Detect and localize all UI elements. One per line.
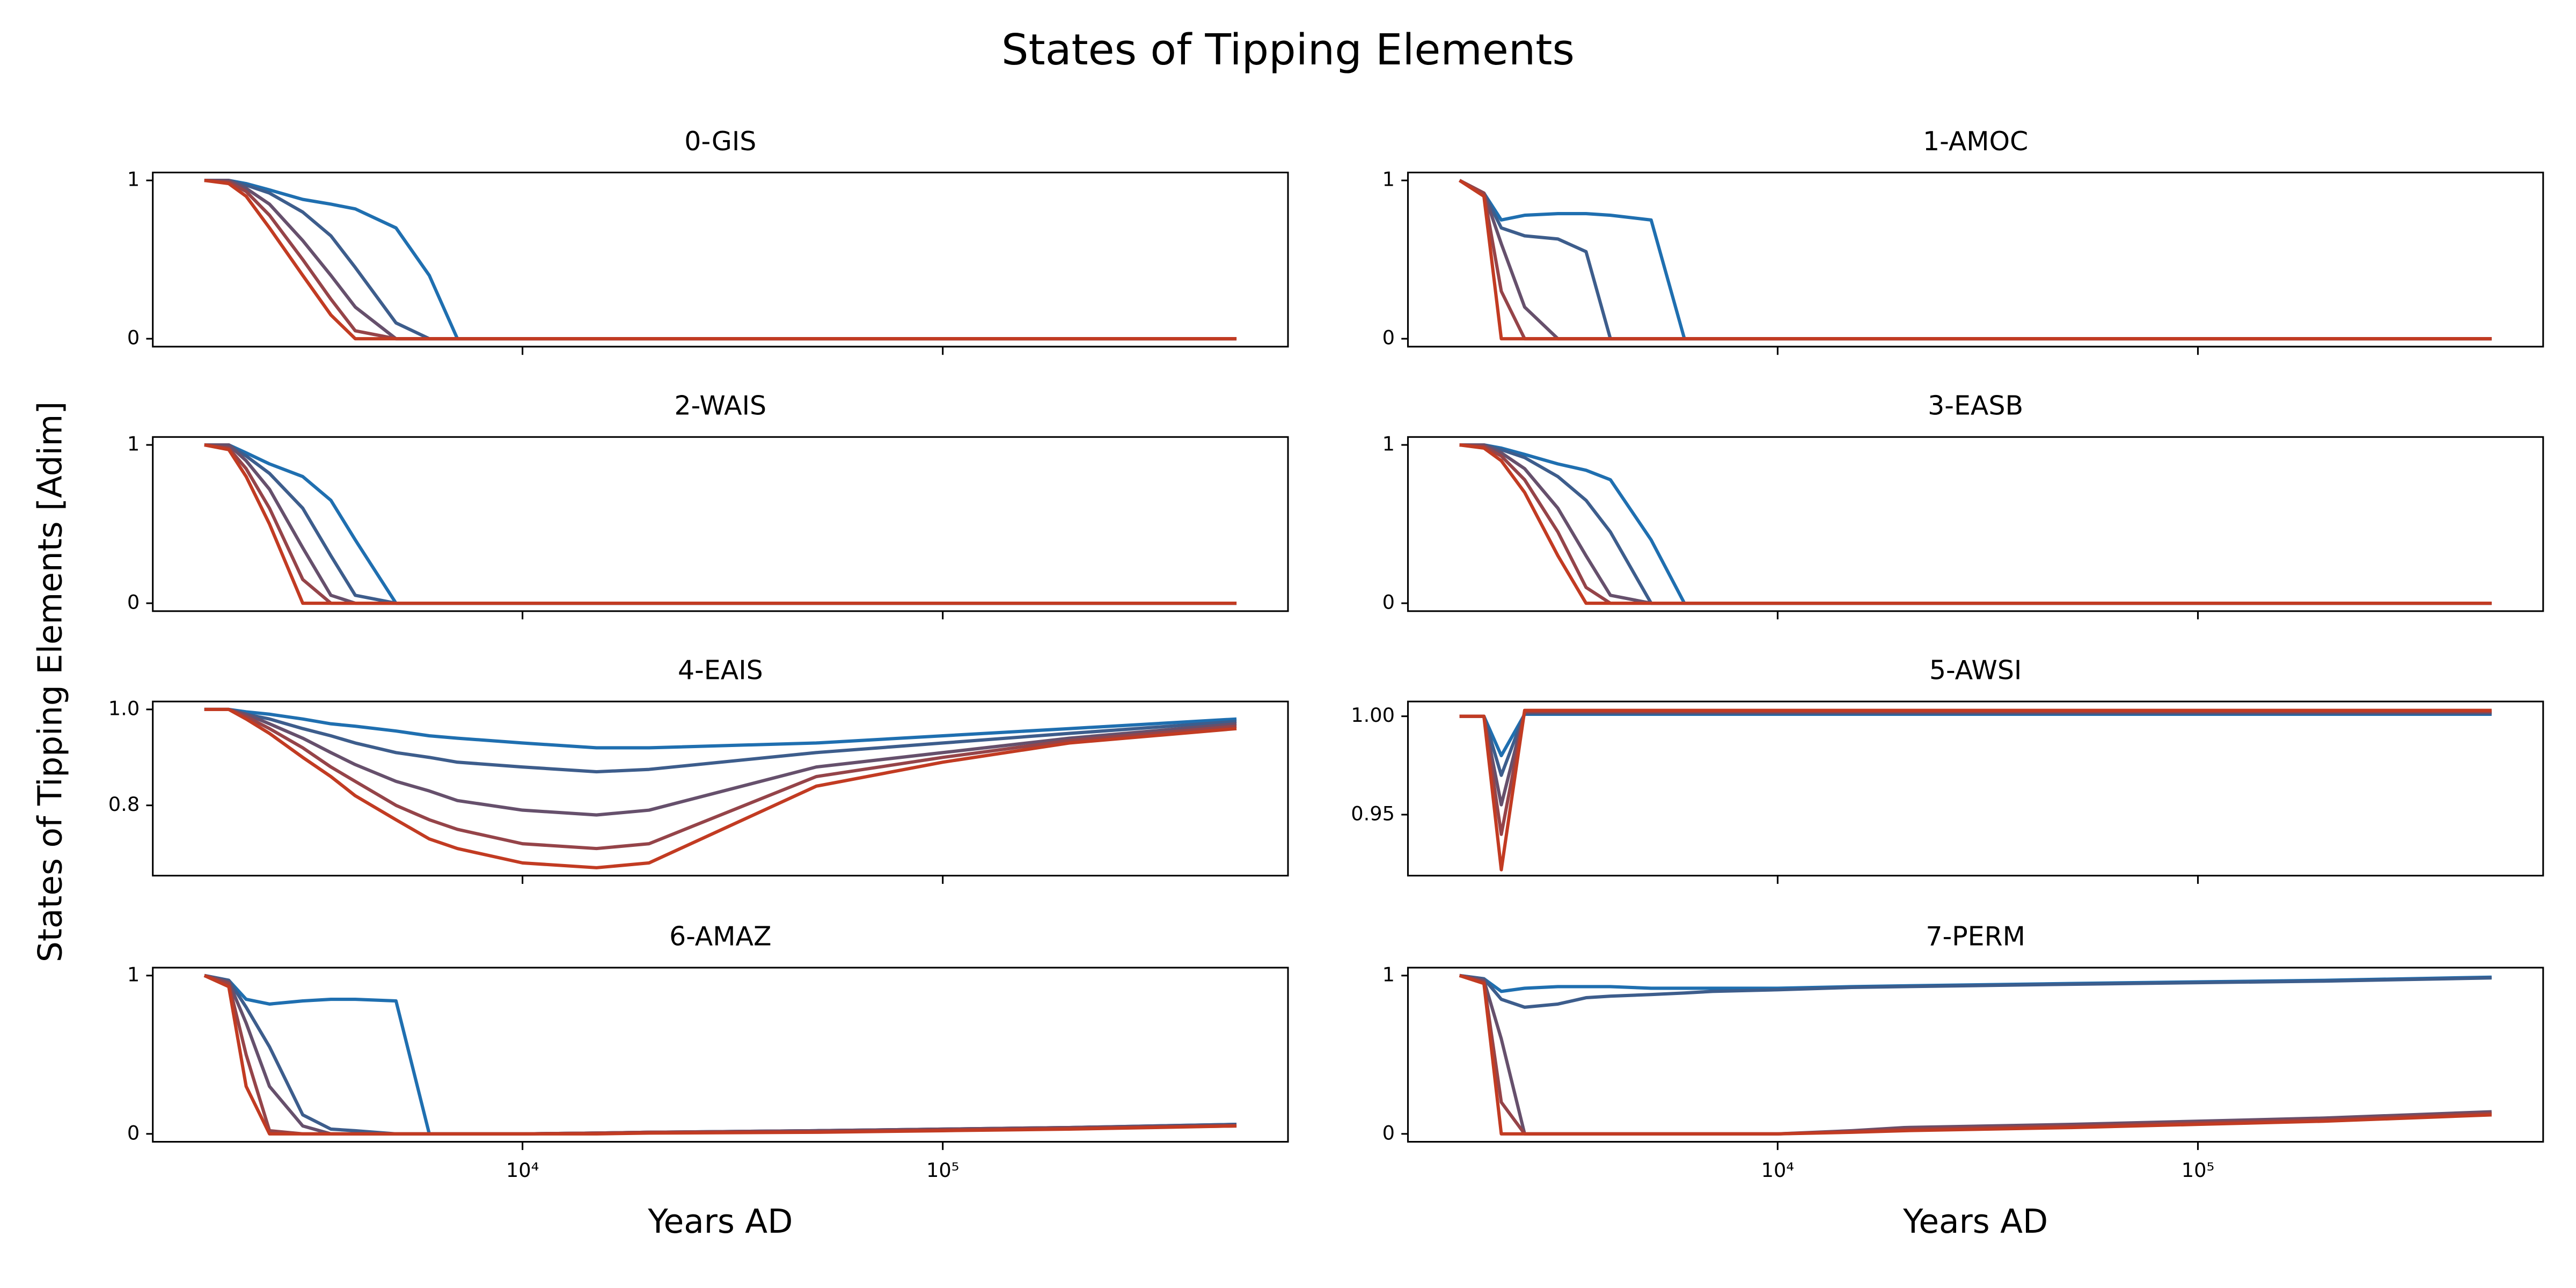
x-axis-label: Years AD <box>647 1203 793 1241</box>
y-tick-label: 1 <box>127 168 140 191</box>
x-tick-label: 10⁴ <box>1761 1159 1794 1182</box>
axes-frame <box>1407 700 2544 877</box>
series-line <box>204 707 1237 817</box>
y-tick-label: 1 <box>1382 433 1395 456</box>
panel-title: 1-AMOC <box>1923 126 2028 157</box>
y-axis-label: States of Tipping Elements [Adim] <box>32 401 70 962</box>
axes-frame <box>1407 967 2544 1143</box>
panel-title: 5-AWSI <box>1929 655 2022 686</box>
panel: 7-PERM 0 1 10⁴ 10⁵ Years AD <box>1382 921 2544 1241</box>
panel-title: 2-WAIS <box>675 391 767 421</box>
y-tick-label: 0 <box>127 326 140 349</box>
axes-frame <box>152 967 1289 1143</box>
axes-frame <box>152 171 1289 348</box>
series-line <box>1459 708 2492 872</box>
y-tick-label: 1 <box>1382 963 1395 986</box>
axes-frame <box>152 700 1289 877</box>
series-line <box>1458 179 2492 341</box>
series-line <box>1459 443 2492 605</box>
series-line <box>204 707 1237 750</box>
y-tick-label: 1.0 <box>108 697 140 720</box>
y-tick-label: 0 <box>127 1121 140 1144</box>
y-tick-label: 0.95 <box>1351 802 1395 825</box>
panel-title: 7-PERM <box>1926 921 2025 952</box>
series-line <box>204 707 1237 869</box>
figure-title: States of Tipping Elements <box>1001 25 1575 75</box>
panel: 1-AMOC 0 1 <box>1382 126 2544 355</box>
panel-title: 4-EAIS <box>678 655 763 686</box>
axes-frame <box>1407 436 2544 612</box>
series-line <box>204 707 1237 851</box>
y-tick-label: 0 <box>127 591 140 614</box>
panel: 2-WAIS 0 1 <box>127 391 1289 620</box>
y-tick-label: 0 <box>1382 326 1395 349</box>
panel-title: 3-EASB <box>1928 391 2023 421</box>
series-line <box>204 179 1237 341</box>
y-tick-label: 0 <box>1382 591 1395 614</box>
panel: 6-AMAZ 0 1 10⁴ 10⁵ Years AD <box>127 921 1289 1241</box>
series-line <box>1459 974 2492 1009</box>
panel: 5-AWSI 0.95 1.00 <box>1351 655 2544 884</box>
y-tick-label: 1 <box>127 963 140 986</box>
x-tick-label: 10⁵ <box>2182 1159 2214 1182</box>
y-tick-label: 1 <box>1382 168 1395 191</box>
panel-title: 0-GIS <box>684 126 756 157</box>
panel-title: 6-AMAZ <box>669 921 772 952</box>
panel: 0-GIS 0 1 <box>127 126 1289 355</box>
panel: 4-EAIS 0.8 1.0 <box>108 655 1289 884</box>
series-line <box>203 974 1237 1136</box>
y-tick-label: 1.00 <box>1351 704 1395 727</box>
panel: 3-EASB 0 1 <box>1382 391 2544 620</box>
x-tick-label: 10⁴ <box>506 1159 539 1182</box>
axes-frame <box>1407 171 2544 348</box>
series-line <box>1459 974 2492 1136</box>
y-tick-label: 0 <box>1382 1121 1395 1144</box>
x-tick-label: 10⁵ <box>926 1159 959 1182</box>
y-tick-label: 0.8 <box>108 793 140 816</box>
series-line <box>204 707 1237 774</box>
x-axis-label: Years AD <box>1902 1203 2048 1241</box>
series-line <box>204 443 1237 605</box>
axes-frame <box>152 436 1289 612</box>
y-tick-label: 1 <box>127 433 140 456</box>
